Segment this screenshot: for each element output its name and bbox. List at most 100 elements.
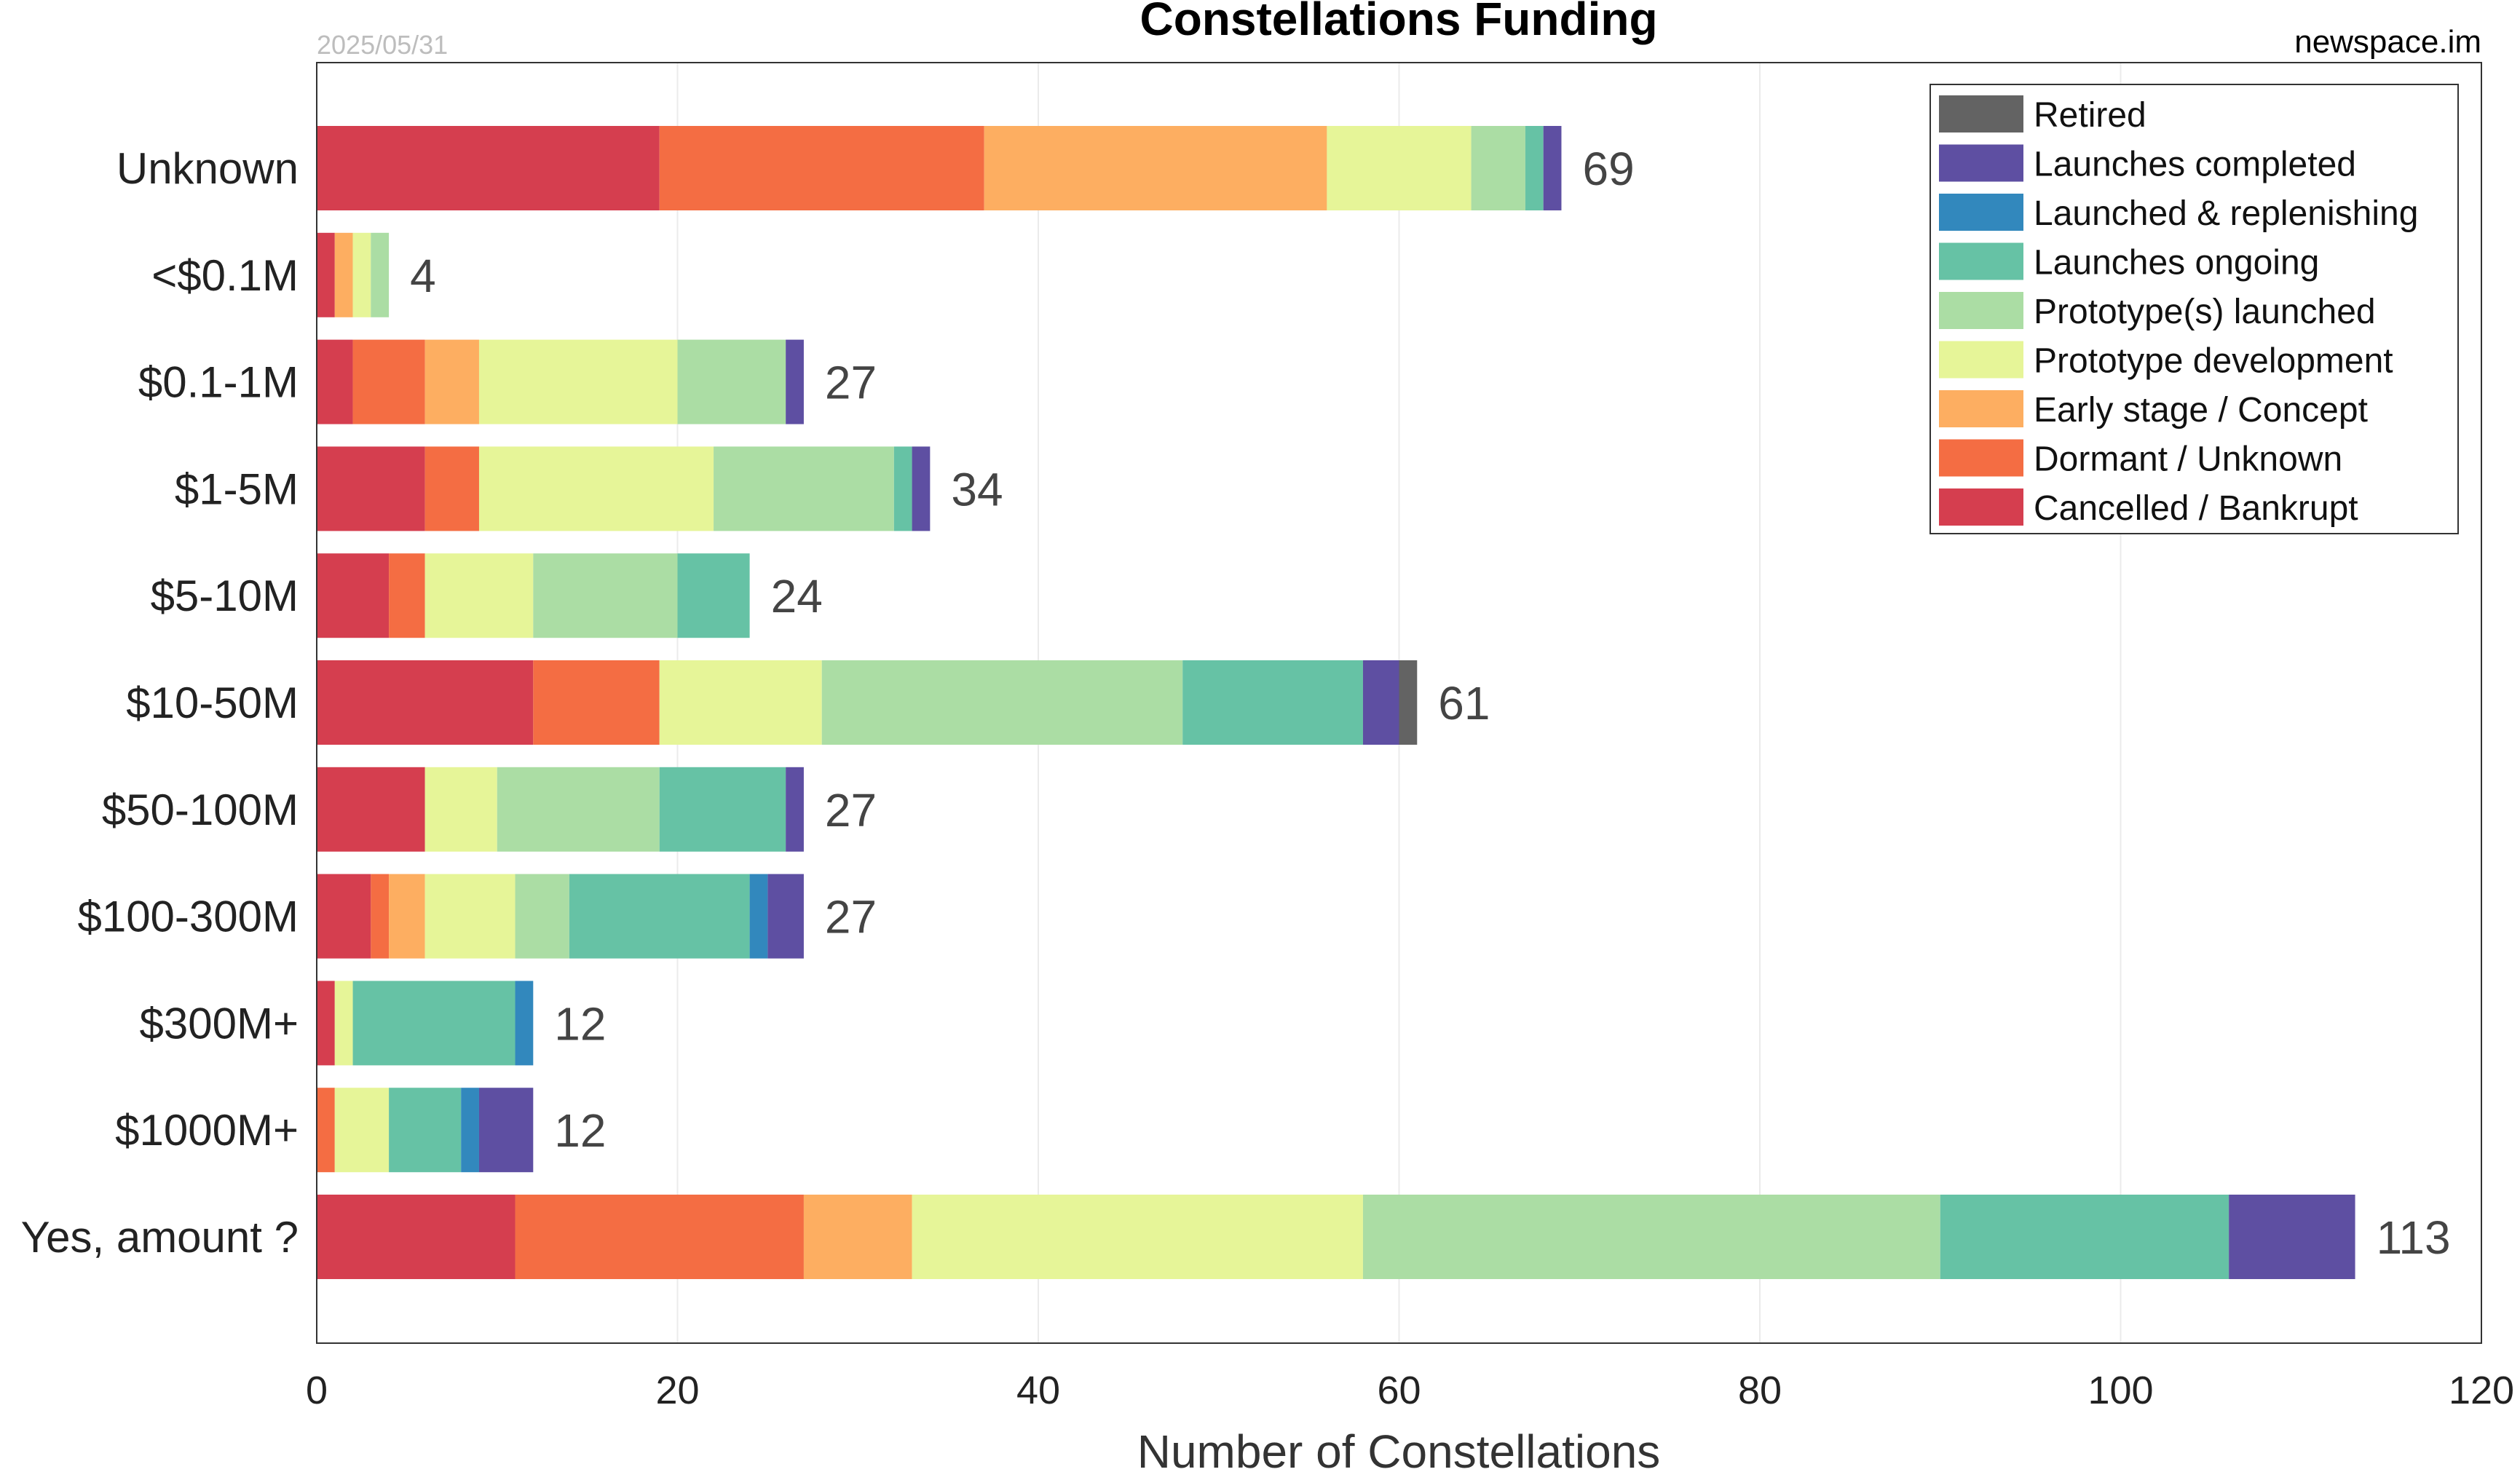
legend-label: Retired — [2034, 96, 2146, 135]
x-tick-label: 80 — [1738, 1369, 1782, 1412]
y-tick-label: $1-5M — [175, 464, 299, 513]
x-tick-label: 120 — [2449, 1369, 2514, 1412]
bar-segment — [1362, 1195, 1940, 1279]
bar-segment — [803, 1195, 912, 1279]
legend-swatch — [1939, 292, 2023, 329]
bar-segment — [912, 446, 931, 531]
bar-segment — [424, 339, 479, 424]
bar-segment — [677, 553, 750, 638]
bar-segment — [478, 1088, 534, 1173]
bar-segment — [515, 874, 569, 959]
bar-segment — [821, 660, 1183, 745]
legend-swatch — [1939, 341, 2023, 379]
bar-segment — [424, 553, 534, 638]
legend-label: Early stage / Concept — [2034, 391, 2368, 430]
legend-label: Prototype development — [2034, 342, 2393, 381]
bar-total-label: 113 — [2377, 1211, 2451, 1264]
bar-segment — [677, 339, 786, 424]
x-tick-label: 100 — [2088, 1369, 2153, 1412]
bar-total-label: 27 — [825, 891, 877, 943]
legend-label: Launched & replenishing — [2034, 194, 2418, 233]
bar-segment — [714, 446, 894, 531]
legend-swatch — [1939, 144, 2023, 182]
bar-segment — [352, 981, 516, 1066]
bar-segment — [515, 981, 534, 1066]
bar-segment — [352, 339, 425, 424]
y-tick-label: Unknown — [116, 144, 299, 193]
x-axis-label: Number of Constellations — [1137, 1425, 1661, 1472]
x-tick-label: 20 — [655, 1369, 699, 1412]
y-tick-label: $1000M+ — [115, 1106, 299, 1155]
legend-label: Launches ongoing — [2034, 244, 2319, 282]
bar-segment — [389, 874, 425, 959]
bar-segment — [317, 660, 534, 745]
chart-date: 2025/05/31 — [317, 30, 448, 60]
bar-segment — [533, 660, 660, 745]
bar-segment — [984, 126, 1327, 210]
bar-segment — [317, 126, 660, 210]
bar-segment — [497, 767, 660, 852]
bar-segment — [767, 874, 804, 959]
bar-segment — [912, 1195, 1363, 1279]
bar-total-label: 61 — [1438, 677, 1490, 729]
bar-segment — [569, 874, 750, 959]
bar-segment — [786, 339, 804, 424]
legend-label: Prototype(s) launched — [2034, 293, 2376, 331]
bar-segment — [1182, 660, 1363, 745]
bar-segment — [478, 446, 714, 531]
y-tick-label: $0.1-1M — [138, 358, 299, 407]
y-tick-label: $50-100M — [102, 786, 299, 834]
bar-total-label: 27 — [825, 357, 877, 409]
y-axis-ticks: Unknown <$0.1M $0.1-1M $1-5M $5-10M $10-50M $5… — [21, 144, 299, 1262]
bar-segment — [1399, 660, 1418, 745]
bar-segment — [659, 767, 786, 852]
chart-source: newspace.im — [2294, 24, 2481, 60]
y-tick-label: <$0.1M — [151, 251, 299, 300]
bar-segment — [424, 446, 479, 531]
bar-segment — [371, 874, 390, 959]
bar-segment — [515, 1195, 804, 1279]
y-tick-label: $5-10M — [151, 571, 299, 620]
y-tick-label: Yes, amount ? — [21, 1213, 299, 1262]
y-tick-label: $100-300M — [77, 893, 299, 941]
y-tick-label: $10-50M — [126, 678, 299, 727]
legend-swatch — [1939, 488, 2023, 526]
bar-total-label: 27 — [825, 784, 877, 836]
x-tick-label: 40 — [1016, 1369, 1060, 1412]
bar-segment — [1327, 126, 1472, 210]
legend-swatch — [1939, 194, 2023, 231]
bar-total-label: 69 — [1582, 143, 1634, 195]
bar-segment — [317, 553, 390, 638]
bar-segment — [317, 767, 425, 852]
bar-segment — [317, 1195, 516, 1279]
bar-segment — [533, 553, 678, 638]
y-tick-label: $300M+ — [140, 999, 299, 1048]
legend-swatch — [1939, 95, 2023, 132]
bar-totals: 69 4 27 34 24 61 27 27 12 12 113 — [410, 143, 2451, 1264]
bar-segment — [317, 446, 425, 531]
legend-swatch — [1939, 242, 2023, 280]
legend-swatch — [1939, 439, 2023, 477]
x-tick-label: 60 — [1377, 1369, 1421, 1412]
bar-total-label: 4 — [410, 250, 436, 302]
bars — [317, 126, 2355, 1279]
bar-segment — [1525, 126, 1544, 210]
legend: Retired Launches completed Launched & repl… — [1930, 84, 2459, 534]
bar-segment — [2229, 1195, 2355, 1279]
legend-label: Cancelled / Bankrupt — [2034, 489, 2358, 528]
bar-segment — [893, 446, 912, 531]
bar-segment — [334, 232, 353, 317]
plot-frame — [316, 62, 2482, 1344]
bar-segment — [1543, 126, 1562, 210]
bar-segment — [1940, 1195, 2229, 1279]
legend-label: Launches completed — [2034, 146, 2356, 184]
bar-segment — [389, 1088, 462, 1173]
bar-segment — [317, 232, 335, 317]
bar-total-label: 12 — [554, 1104, 606, 1157]
bar-segment — [424, 874, 516, 959]
bar-segment — [749, 874, 768, 959]
bar-total-label: 12 — [554, 997, 606, 1050]
bar-segment — [352, 232, 371, 317]
bar-segment — [317, 981, 335, 1066]
bar-segment — [1471, 126, 1525, 210]
